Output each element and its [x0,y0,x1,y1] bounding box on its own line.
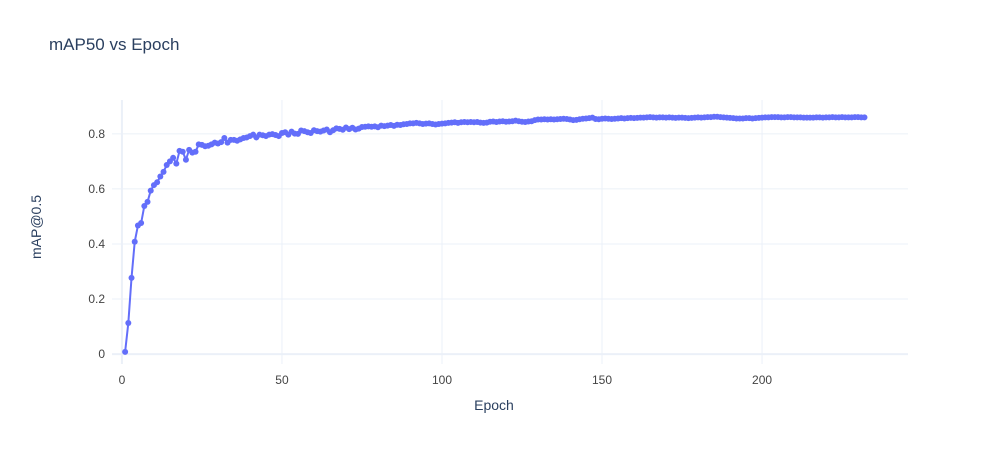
data-point [221,134,228,141]
data-point [182,156,189,163]
y-tick-label: 0.6 [88,182,105,196]
data-point [192,148,199,155]
data-point [170,154,177,161]
data-point [144,198,151,205]
y-tick-label: 0.2 [88,292,105,306]
x-tick-label: 50 [275,373,289,387]
data-point [128,274,135,281]
data-point [131,238,138,245]
data-point [179,148,186,155]
data-point [218,139,225,146]
data-point [160,168,167,175]
x-tick-label: 0 [119,373,126,387]
x-tick-label: 200 [752,373,772,387]
x-axis-title: Epoch [474,397,514,413]
y-tick-label: 0.8 [88,127,105,141]
data-point [125,319,132,326]
y-tick-label: 0.4 [88,237,105,251]
y-tick-label: 0 [98,347,105,361]
data-point [861,114,868,121]
x-tick-label: 100 [432,373,452,387]
data-point [138,220,145,227]
series-line [124,115,865,352]
y-axis-title: mAP@0.5 [28,195,44,259]
x-tick-label: 150 [592,373,612,387]
data-point [122,348,129,355]
data-point [154,179,161,186]
data-point [157,173,164,180]
data-point [141,202,148,209]
data-point [147,187,154,194]
data-point [173,160,180,167]
chart-title: mAP50 vs Epoch [49,35,179,54]
